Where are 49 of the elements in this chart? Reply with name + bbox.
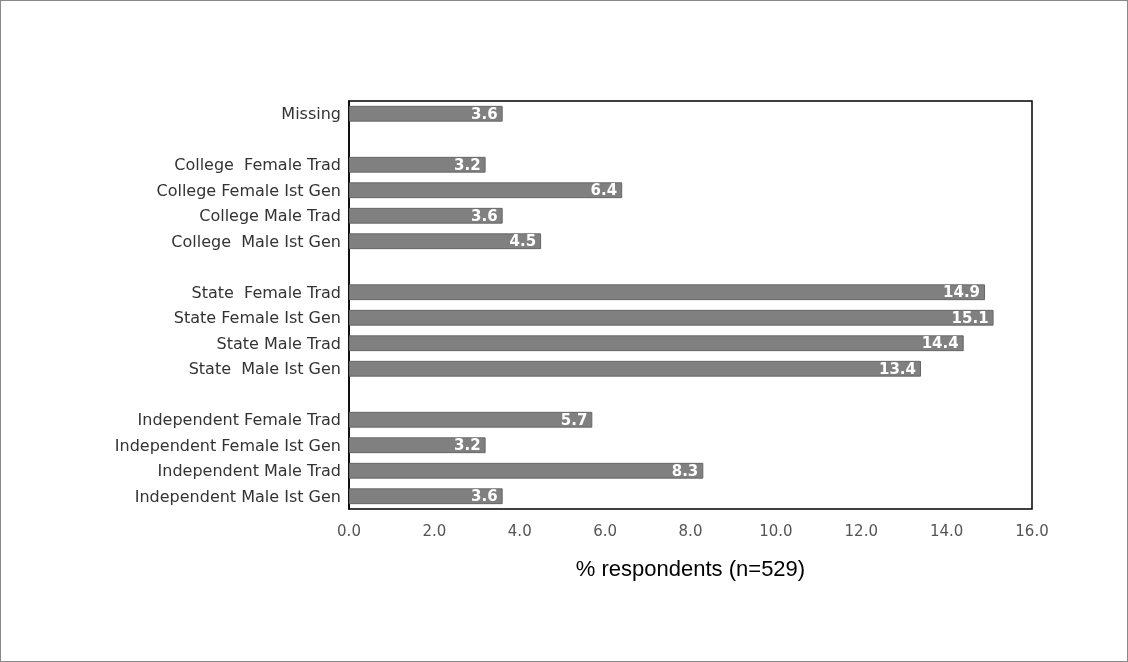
x-tick-label: 16.0 bbox=[1015, 521, 1049, 540]
x-tick-label: 6.0 bbox=[593, 521, 618, 540]
y-tick-label: State Female Trad bbox=[191, 282, 341, 302]
y-tick-label: Independent Female Ist Gen bbox=[114, 435, 341, 455]
bar bbox=[349, 462, 704, 479]
x-tick-label: 12.0 bbox=[844, 521, 878, 540]
data-label: 14.4 bbox=[921, 334, 959, 353]
bar bbox=[349, 360, 922, 377]
x-tick-label: 4.0 bbox=[507, 521, 532, 540]
bar bbox=[349, 309, 994, 326]
y-tick-label: Independent Female Trad bbox=[137, 410, 341, 430]
y-tick-label: College Female Trad bbox=[174, 155, 341, 175]
x-tick-label: 10.0 bbox=[759, 521, 793, 540]
bar bbox=[349, 233, 542, 250]
bar bbox=[349, 156, 486, 173]
data-label: 3.6 bbox=[471, 104, 498, 123]
x-tick-label: 2.0 bbox=[422, 521, 447, 540]
x-axis-title: % respondents (n=529) bbox=[575, 555, 806, 581]
bar bbox=[349, 207, 503, 224]
data-label: 14.9 bbox=[943, 283, 981, 302]
data-label: 15.1 bbox=[951, 308, 989, 327]
y-tick-label: State Female Ist Gen bbox=[173, 308, 341, 328]
y-tick-label: State Male Ist Gen bbox=[188, 359, 341, 379]
y-tick-label: College Male Trad bbox=[199, 206, 341, 226]
bar bbox=[349, 488, 503, 505]
data-label: 6.4 bbox=[590, 181, 618, 200]
y-tick-label: Missing bbox=[281, 104, 341, 124]
y-tick-label: Independent Male Trad bbox=[157, 461, 341, 481]
data-label: 8.3 bbox=[671, 461, 699, 480]
data-label: 4.5 bbox=[509, 232, 537, 251]
bar bbox=[349, 411, 593, 428]
y-tick-label: Independent Male Ist Gen bbox=[134, 486, 341, 506]
data-label: 3.6 bbox=[471, 206, 498, 225]
bar bbox=[349, 105, 503, 122]
data-label: 3.6 bbox=[471, 487, 498, 506]
bar bbox=[349, 284, 986, 301]
bar bbox=[349, 182, 623, 199]
data-label: 13.4 bbox=[879, 359, 917, 378]
data-label: 3.2 bbox=[454, 155, 481, 174]
y-tick-label: College Female Ist Gen bbox=[156, 180, 341, 200]
bar bbox=[349, 335, 964, 352]
data-label: 3.2 bbox=[454, 436, 481, 455]
y-tick-label: State Male Trad bbox=[216, 333, 341, 353]
y-tick-label: College Male Ist Gen bbox=[171, 231, 341, 251]
x-tick-label: 14.0 bbox=[929, 521, 964, 540]
bar bbox=[349, 437, 486, 454]
data-label: 5.7 bbox=[560, 410, 588, 429]
x-tick-label: 0.0 bbox=[337, 521, 361, 540]
x-tick-label: 8.0 bbox=[678, 521, 703, 540]
